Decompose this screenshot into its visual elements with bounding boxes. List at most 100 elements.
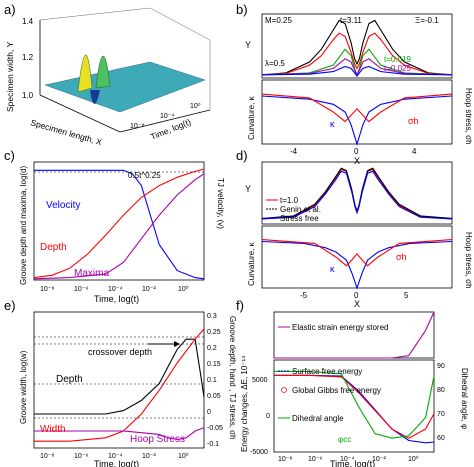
panel-a-dip xyxy=(90,90,100,104)
panel-label-a: a) xyxy=(4,2,16,17)
panel-e-xtick-4: 10⁰ xyxy=(178,452,189,460)
panel-b-param-M: M=0.25 xyxy=(265,16,292,25)
legend-label-stressfree: Stress free xyxy=(280,214,319,223)
panel-e-hoop-label: Hoop Stress xyxy=(130,434,185,445)
panel-e-series-1 xyxy=(34,328,205,442)
panel-a-back-edge xyxy=(39,7,151,21)
panel-e-frame xyxy=(33,311,205,449)
panel-f-phi-cc: φcc xyxy=(338,435,351,444)
panel-b-bot-ylabel: Curvature, κ xyxy=(247,95,256,140)
panel-a-tlabel: Time, log(t) xyxy=(149,117,192,142)
panel-e-xlabel: Time, log(t) xyxy=(94,459,139,467)
legend-label-elastic: Elastic strain energy stored xyxy=(292,323,389,332)
panel-b-bot-y2label: Hoop stress, σh xyxy=(464,88,473,145)
panel-e-width-label: Width xyxy=(40,424,66,435)
panel-b-ylabel: Y xyxy=(245,40,251,50)
panel-f-top-plot xyxy=(274,311,435,359)
panel-c-xtick-4: 10⁰ xyxy=(178,285,189,293)
panel-a-ttick-0: 10⁻⁸ xyxy=(130,123,144,130)
panel-d-top-series-1 xyxy=(261,167,453,219)
panel-e-plot xyxy=(34,328,205,442)
panel-e-y2tick-3: 0.15 xyxy=(207,361,221,368)
panel-b-bottom-series-0 xyxy=(261,95,453,146)
panel-d-bottom-plot xyxy=(261,239,453,290)
panel-c-xlabel: Time, log(t) xyxy=(94,294,139,304)
legend-label-gibbs: Global Gibbs free energy xyxy=(292,386,381,395)
panel-b-label-t0019: t=0.019 xyxy=(384,55,411,64)
panel-f-xlabel: Time, log(t) xyxy=(330,459,375,467)
panel-b-xtick-1: 0 xyxy=(354,147,359,156)
panel-e-xtick-2: 10⁻⁴ xyxy=(108,453,123,460)
panel-c-xtick-3: 10⁻² xyxy=(142,286,156,293)
panel-f-bottom-plot xyxy=(274,370,435,444)
panel-f-top-frame xyxy=(273,311,435,359)
panel-c-maxima-label: Maxima xyxy=(74,268,109,279)
panel-e-y2tick-2: 0.2 xyxy=(207,345,217,352)
legend-swatch-gibbs xyxy=(281,387,287,393)
panel-e-ylabel: Groove width, log(w) xyxy=(19,350,28,424)
panel-d: t=1.0 Genin et al. Stress free Y Curvatu… xyxy=(245,161,473,309)
panel-d-top-frame xyxy=(261,161,453,225)
panel-d-sigma-label: σh xyxy=(396,252,407,262)
panel-f-xtick-4: 10⁰ xyxy=(408,455,419,463)
panel-e-y2tick-4: 0.1 xyxy=(207,377,217,384)
panel-c: 0.5t^0.25 Velocity Depth Maxima Groove d… xyxy=(19,161,225,304)
panel-label-b: b) xyxy=(236,2,248,17)
panel-f-xtick-2: 10⁻⁴ xyxy=(340,456,355,463)
panel-a-xlabel: Specimen length, X xyxy=(29,117,103,147)
panel-d-bottom-series-1 xyxy=(261,239,453,267)
panel-a-peak-left xyxy=(77,54,93,93)
panel-e-arrow-head xyxy=(174,341,180,347)
panel-a-ztick-1: 1.2 xyxy=(22,53,34,62)
legend-label-t1: t=1.0 xyxy=(280,196,299,205)
panel-label-d: d) xyxy=(236,148,248,163)
panel-e-y2tick-1: 0.25 xyxy=(207,329,221,336)
panel-e: crossover depth Depth Width Hoop Stress … xyxy=(19,311,237,467)
panel-f-ylabel: Energy changes, ΔE, 10⁻¹⁴ xyxy=(240,355,249,452)
panel-a-back-right xyxy=(149,7,211,41)
panel-d-top-plot xyxy=(261,167,453,220)
panel-c-series-0 xyxy=(34,169,205,280)
panel-e-y2tick-7: -0.05 xyxy=(207,425,223,432)
panel-e-crossover-label: crossover depth xyxy=(88,347,152,357)
panel-d-xtick-1: 0 xyxy=(354,291,359,300)
legend-label-genin: Genin et al. xyxy=(280,205,321,214)
panel-b-bottom-frame xyxy=(261,79,453,145)
panel-e-xtick-3: 10⁻² xyxy=(142,453,156,460)
panel-e-series-2 xyxy=(34,427,205,441)
panel-c-plot xyxy=(33,168,205,280)
panel-c-velocity-label: Velocity xyxy=(46,200,80,211)
panel-f-xtick-1: 10⁻⁶ xyxy=(308,456,322,463)
panel-b-top-frame xyxy=(261,13,453,79)
panel-d-xtick-0: -5 xyxy=(300,291,308,300)
panel-b-param-t: t=3.11 xyxy=(340,16,362,25)
panel-a-ztick-2: 1.4 xyxy=(22,17,34,26)
panel-f-y2tick-2: 70 xyxy=(437,411,445,418)
panel-b-top-series-3 xyxy=(261,58,453,76)
panel-f-top-series-0 xyxy=(274,311,435,359)
panel-b-bottom-plot xyxy=(261,93,453,146)
panel-b-sigma-label: σh xyxy=(408,116,419,126)
legend-label-dihedral: Dihedral angle xyxy=(292,414,344,423)
panel-a-front-t xyxy=(119,109,211,133)
panel-d-kappa-label: κ xyxy=(330,264,335,274)
panel-e-y2tick-6: 0 xyxy=(207,409,211,416)
panel-d-ylabel: Y xyxy=(245,184,251,194)
panel-c-ylabel: Groove depth and maxima, log(d) xyxy=(19,165,28,285)
panel-d-bottom-series-0 xyxy=(261,240,453,290)
panel-e-depth-label: Depth xyxy=(56,374,83,385)
panel-c-frame xyxy=(33,161,205,281)
panel-f-xtick-0: 10⁻⁸ xyxy=(278,456,292,463)
panel-e-y2tick-5: 0.05 xyxy=(207,393,221,400)
panel-f-y2tick-3: 60 xyxy=(437,435,445,442)
panel-b-param-xi: Ξ=-0.1 xyxy=(415,16,439,25)
panel-f-ytick-1: 0 xyxy=(266,413,270,420)
panel-a-ztick-0: 1.0 xyxy=(22,91,34,100)
panel-e-xtick-0: 10⁻⁸ xyxy=(40,453,54,460)
panel-f-xtick-3: 10⁻² xyxy=(372,456,386,463)
panel-f-y2tick-0: 90 xyxy=(437,363,445,370)
panel-e-y2tick-8: -0.1 xyxy=(207,441,219,448)
panel-label-f: f) xyxy=(236,298,244,313)
panel-b-param-lambda: λ=0.5 xyxy=(265,59,285,68)
